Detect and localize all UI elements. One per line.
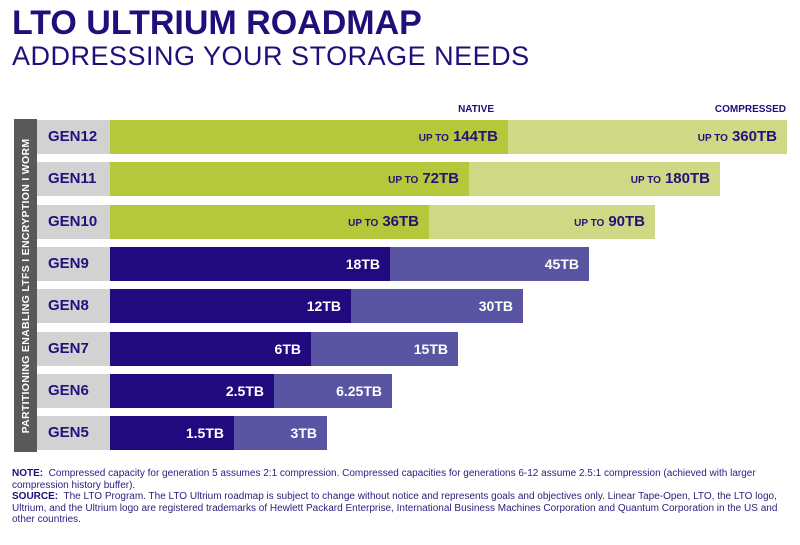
compressed-value: 180TB bbox=[664, 170, 710, 188]
compressed-value: 30TB bbox=[478, 298, 513, 315]
bar-row-gen9: GEN9 45TB 18TB bbox=[37, 246, 589, 281]
compressed-value-label: 45TB bbox=[545, 247, 579, 281]
chart-title: LTO ULTRIUM ROADMAP bbox=[12, 4, 422, 42]
gen-cell: GEN5 bbox=[37, 416, 110, 451]
bar-native: 2.5TB bbox=[110, 373, 274, 408]
up-to-prefix: UP TO bbox=[388, 175, 419, 187]
native-value: 72TB bbox=[422, 170, 459, 188]
compressed-value: 45TB bbox=[544, 255, 579, 272]
bar-row-gen5: GEN5 3TB 1.5TB bbox=[37, 416, 327, 451]
compressed-value: 3TB bbox=[290, 425, 317, 442]
legend-compressed: COMPRESSED bbox=[714, 104, 786, 115]
source-label: SOURCE: bbox=[12, 491, 59, 503]
bar-native: 18TB bbox=[110, 246, 390, 281]
native-value: 6TB bbox=[274, 340, 301, 357]
gen-label: GEN8 bbox=[48, 297, 89, 315]
up-to-prefix: UP TO bbox=[630, 175, 661, 187]
gen-label: GEN10 bbox=[48, 212, 98, 230]
bar-compressed: 30TB bbox=[351, 289, 523, 324]
bar-compressed: 15TB bbox=[311, 331, 458, 366]
bar-compressed: 3TB bbox=[234, 416, 327, 451]
features-sidebar: PARTITIONING ENABLING LTFS I ENCRYPTION … bbox=[14, 119, 37, 452]
up-to-prefix: UP TO bbox=[574, 217, 605, 229]
gen-cell: GEN9 bbox=[37, 246, 110, 281]
bar-compressed: UP TO 180TB bbox=[469, 162, 720, 198]
bar-native: UP TO 72TB bbox=[110, 162, 469, 198]
gen-cell: GEN8 bbox=[37, 289, 110, 324]
compressed-value-label: 15TB bbox=[414, 332, 448, 366]
gen-cell: GEN7 bbox=[37, 331, 110, 366]
legend-native: NATIVE bbox=[458, 104, 494, 115]
gen-label: GEN9 bbox=[48, 254, 89, 272]
gen-cell: GEN10 bbox=[37, 204, 110, 239]
native-value: 2.5TB bbox=[225, 382, 264, 399]
gen-cell: GEN11 bbox=[37, 162, 110, 197]
compressed-value-label: 3TB bbox=[291, 416, 317, 450]
gen-cell: GEN6 bbox=[37, 373, 110, 408]
note-label: NOTE: bbox=[12, 468, 44, 479]
bar-compressed: UP TO 360TB bbox=[508, 120, 787, 154]
up-to-prefix: UP TO bbox=[418, 133, 449, 144]
gen-label: GEN7 bbox=[48, 339, 89, 357]
bar-row-gen6: GEN6 6.25TB 2.5TB bbox=[37, 373, 392, 408]
source: SOURCE: The LTO Program. The LTO Ultrium… bbox=[12, 491, 792, 526]
bar-row-gen8: GEN8 30TB 12TB bbox=[37, 289, 523, 324]
compressed-value-label: 30TB bbox=[479, 289, 513, 323]
note-text: Compressed capacity for generation 5 ass… bbox=[12, 468, 756, 491]
native-value: 36TB bbox=[382, 212, 419, 230]
native-value-label: 12TB bbox=[307, 289, 341, 323]
up-to-prefix: UP TO bbox=[697, 133, 728, 144]
bar-row-gen11: GEN11 UP TO 180TB UP TO 72TB bbox=[37, 162, 720, 198]
up-to-prefix: UP TO bbox=[348, 217, 379, 229]
native-value-label: 6TB bbox=[275, 332, 301, 366]
compressed-value-label: UP TO 180TB bbox=[631, 162, 710, 198]
footer-notes: NOTE: Compressed capacity for generation… bbox=[12, 468, 792, 526]
bar-compressed: 6.25TB bbox=[274, 373, 392, 408]
gen-label: GEN6 bbox=[48, 381, 89, 399]
compressed-value: 15TB bbox=[413, 340, 448, 357]
gen-label: GEN5 bbox=[48, 424, 89, 442]
compressed-value-label: UP TO 360TB bbox=[698, 120, 777, 156]
native-value: 12TB bbox=[306, 298, 341, 315]
note: NOTE: Compressed capacity for generation… bbox=[12, 468, 792, 491]
native-value-label: UP TO 144TB bbox=[419, 120, 498, 156]
features-text: PARTITIONING ENABLING LTFS I ENCRYPTION … bbox=[19, 138, 32, 433]
bar-native: 1.5TB bbox=[110, 416, 234, 451]
native-value: 144TB bbox=[452, 128, 498, 145]
native-value-label: 1.5TB bbox=[186, 416, 224, 450]
bar-row-gen10: GEN10 UP TO 90TB UP TO 36TB bbox=[37, 204, 655, 241]
bar-row-gen7: GEN7 15TB 6TB bbox=[37, 331, 458, 366]
native-value-label: UP TO 72TB bbox=[388, 162, 459, 198]
bar-compressed: 45TB bbox=[390, 246, 589, 281]
compressed-value-label: UP TO 90TB bbox=[574, 205, 645, 241]
chart-subtitle: ADDRESSING YOUR STORAGE NEEDS bbox=[12, 41, 530, 71]
native-value: 18TB bbox=[345, 255, 380, 272]
gen-label: GEN11 bbox=[48, 170, 97, 188]
gen-cell: GEN12 bbox=[37, 120, 110, 154]
compressed-value: 6.25TB bbox=[336, 382, 382, 399]
compressed-value: 90TB bbox=[608, 212, 645, 230]
bar-native: 12TB bbox=[110, 289, 351, 324]
bar-row-gen12: GEN12 UP TO 360TB UP TO 144TB bbox=[37, 120, 787, 154]
compressed-value-label: 6.25TB bbox=[336, 374, 382, 408]
compressed-value: 360TB bbox=[731, 128, 777, 145]
gen-label: GEN12 bbox=[48, 128, 98, 145]
bar-compressed: UP TO 90TB bbox=[429, 204, 655, 241]
native-value: 1.5TB bbox=[185, 425, 224, 442]
source-text: The LTO Program. The LTO Ultrium roadmap… bbox=[12, 491, 778, 526]
bar-native: UP TO 144TB bbox=[110, 120, 508, 154]
bar-native: 6TB bbox=[110, 331, 311, 366]
native-value-label: 18TB bbox=[346, 247, 380, 281]
native-value-label: UP TO 36TB bbox=[348, 205, 419, 241]
native-value-label: 2.5TB bbox=[226, 374, 264, 408]
bar-native: UP TO 36TB bbox=[110, 204, 429, 241]
